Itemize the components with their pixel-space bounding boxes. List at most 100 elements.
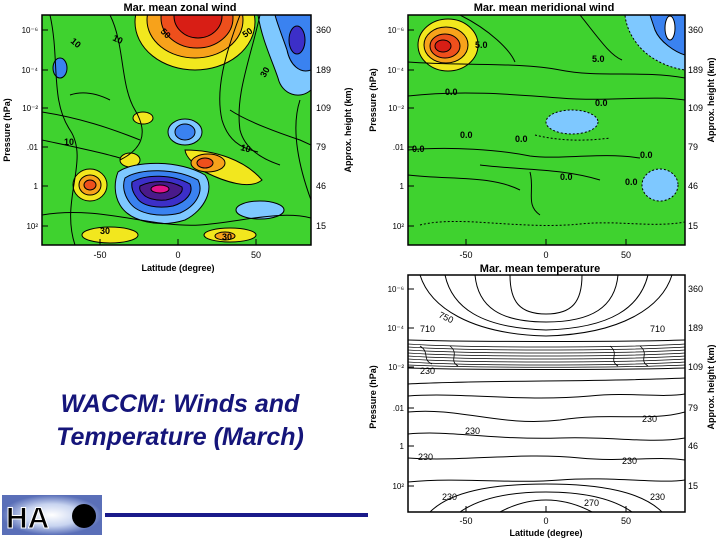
height-tick-label: 15 — [688, 481, 698, 491]
height-tick-label: 15 — [688, 221, 698, 231]
y-axis-label: Pressure (hPa) — [368, 365, 378, 429]
y-tick-label: 10² — [392, 482, 404, 491]
contour-label: 5.0 — [475, 40, 488, 50]
contour-lines — [408, 275, 685, 512]
height-tick-label: 189 — [688, 323, 703, 333]
y-tick-label: 10⁻⁶ — [388, 285, 404, 294]
y-tick-label: 10⁻⁴ — [21, 66, 38, 75]
contour-label: 230 — [465, 426, 480, 436]
height-tick-label: 189 — [688, 65, 703, 75]
contour-label: 230 — [442, 492, 457, 502]
contour-label: 10 — [111, 33, 124, 46]
y-tick-label: 10⁻⁶ — [388, 26, 404, 35]
contour-label: 710 — [420, 324, 435, 334]
height-tick-label: 46 — [688, 441, 698, 451]
y-tick-label: 10² — [26, 222, 38, 231]
x-tick-label: 50 — [251, 250, 261, 260]
contour-lines — [42, 15, 311, 245]
contour-lines — [408, 15, 685, 226]
y-axis-label-right: Approx. height (km) — [343, 87, 353, 172]
height-tick-label: 189 — [316, 65, 331, 75]
contour-label: 0.0 — [640, 150, 653, 160]
height-tick-label: 360 — [688, 25, 703, 35]
contour-label: 10 — [69, 36, 83, 50]
y-tick-label: 10⁻⁴ — [387, 324, 404, 333]
height-tick-label: 360 — [688, 284, 703, 294]
contour-label: 0.0 — [460, 130, 473, 140]
y-axis-label: Pressure (hPa) — [368, 68, 378, 132]
contour-label: 0.0 — [445, 87, 458, 97]
caption-line: Temperature (March) — [56, 423, 304, 451]
contour-label: 30 — [258, 65, 272, 79]
height-tick-label: 79 — [316, 142, 326, 152]
contour-label: 230 — [418, 452, 433, 462]
contour-label: 230 — [642, 414, 657, 424]
chart-title: Mar. mean meridional wind — [474, 2, 615, 14]
slide-caption: WACCM: Winds and Temperature (March) — [0, 388, 360, 454]
height-tick-label: 109 — [688, 362, 703, 372]
contour-label: 30 — [222, 232, 232, 242]
caption-line: WACCM: Winds and — [60, 390, 300, 418]
tick-marks — [408, 29, 627, 245]
chart-title: Mar. mean temperature — [480, 263, 600, 275]
contour-label: 230 — [420, 366, 435, 376]
height-tick-label: 79 — [688, 403, 698, 413]
contour-label: 0.0 — [412, 144, 425, 154]
x-tick-label: -50 — [459, 250, 472, 260]
y-tick-label: 10⁻² — [22, 104, 38, 113]
temperature-chart: Mar. mean temperature — [368, 263, 716, 538]
contour-label: 0.0 — [595, 98, 608, 108]
contour-label: 0.0 — [515, 134, 528, 144]
contour-labels: 5.0 5.0 0.0 0.0 0.0 0.0 0.0 0.0 0.0 0.0 — [412, 40, 653, 187]
y-tick-label: .01 — [393, 404, 405, 413]
x-axis-label: Latitude (degree) — [509, 528, 582, 538]
wind-field — [52, 15, 311, 244]
x-axis-label: Latitude (degree) — [141, 263, 214, 273]
x-tick-label: 50 — [621, 250, 631, 260]
logo-text: HA — [6, 502, 49, 535]
chart-title: Mar. mean zonal wind — [123, 2, 236, 14]
plot-frame — [41, 14, 312, 246]
contour-label: 50 — [240, 26, 254, 40]
y-tick-label: .01 — [393, 143, 405, 152]
y-tick-label: .01 — [27, 143, 39, 152]
x-tick-label: -50 — [459, 516, 472, 526]
height-tick-label: 79 — [688, 142, 698, 152]
tick-marks — [408, 288, 627, 512]
y-tick-label: 10⁻⁴ — [387, 66, 404, 75]
height-tick-label: 15 — [316, 221, 326, 231]
height-tick-label: 109 — [316, 103, 331, 113]
y-axis-label-right: Approx. height (km) — [706, 57, 716, 142]
dense-contour-band — [408, 343, 685, 368]
contour-label: 230 — [622, 456, 637, 466]
contour-label: 0.0 — [625, 177, 638, 187]
zonal-wind-chart: Mar. mean zonal wind — [2, 2, 353, 273]
x-tick-label: 0 — [543, 516, 548, 526]
logo-circle-icon — [72, 504, 96, 528]
meridional-wind-chart: Mar. mean meridional wind 5. — [368, 2, 716, 260]
y-tick-label: 10⁻⁶ — [22, 26, 38, 35]
x-tick-label: -50 — [93, 250, 106, 260]
y-tick-label: 1 — [400, 442, 405, 451]
y-tick-label: 10⁻² — [388, 363, 404, 372]
x-tick-label: 0 — [543, 250, 548, 260]
contour-label: 10 — [239, 142, 251, 154]
contour-label: 270 — [584, 498, 599, 508]
y-tick-label: 10⁻² — [388, 104, 404, 113]
y-tick-label: 10² — [392, 222, 404, 231]
height-tick-label: 109 — [688, 103, 703, 113]
x-tick-label: 0 — [175, 250, 180, 260]
y-axis-label: Pressure (hPa) — [2, 98, 12, 162]
height-tick-label: 46 — [316, 181, 326, 191]
wind-field — [417, 15, 685, 202]
contour-label: 0.0 — [560, 172, 573, 182]
x-tick-label: 50 — [621, 516, 631, 526]
contour-label: 230 — [650, 492, 665, 502]
y-tick-label: 1 — [400, 182, 405, 191]
tick-marks — [42, 29, 257, 245]
contour-label: 30 — [100, 226, 110, 236]
contour-label: 5.0 — [592, 54, 605, 64]
hao-logo: HA — [2, 495, 368, 536]
y-tick-label: 1 — [34, 182, 39, 191]
contour-label: 710 — [650, 324, 665, 334]
